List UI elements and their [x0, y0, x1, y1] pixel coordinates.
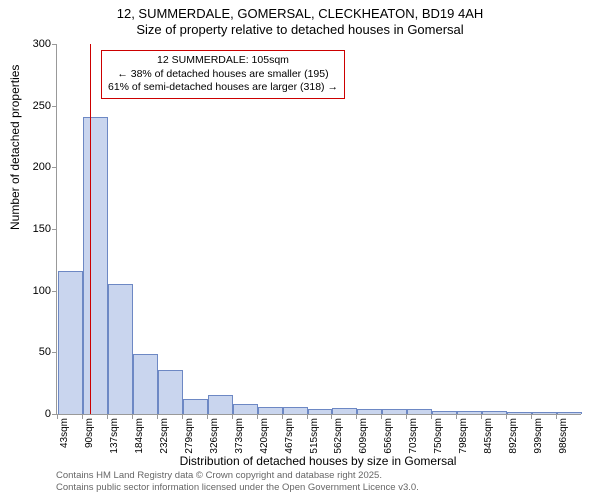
chart-container: 12, SUMMERDALE, GOMERSAL, CLECKHEATON, B…	[0, 0, 600, 500]
histogram-bar	[432, 411, 457, 414]
x-tick-mark	[182, 414, 183, 419]
histogram-bar	[457, 411, 482, 414]
y-tick-label: 300	[33, 38, 51, 50]
x-tick-mark	[531, 414, 532, 419]
x-tick-label: 939sqm	[533, 418, 544, 454]
x-tick-label: 703sqm	[408, 418, 419, 454]
annotation-line-1: 12 SUMMERDALE: 105sqm	[108, 54, 338, 68]
histogram-bar	[308, 409, 333, 414]
y-tick-mark	[52, 291, 57, 292]
x-tick-mark	[82, 414, 83, 419]
x-tick-mark	[282, 414, 283, 419]
footer-line-2: Contains public sector information licen…	[56, 482, 419, 493]
histogram-bar	[382, 409, 407, 414]
x-tick-label: 750sqm	[433, 418, 444, 454]
y-tick-label: 250	[33, 100, 51, 112]
x-tick-label: 562sqm	[333, 418, 344, 454]
histogram-bar	[108, 284, 133, 415]
histogram-bar	[83, 117, 108, 414]
x-tick-label: 467sqm	[284, 418, 295, 454]
x-tick-mark	[207, 414, 208, 419]
x-tick-label: 986sqm	[558, 418, 569, 454]
x-tick-label: 326sqm	[209, 418, 220, 454]
x-tick-mark	[406, 414, 407, 419]
x-tick-label: 373sqm	[234, 418, 245, 454]
histogram-bar	[283, 407, 308, 414]
x-tick-mark	[107, 414, 108, 419]
annotation-line-3: 61% of semi-detached houses are larger (…	[108, 81, 338, 95]
y-tick-mark	[52, 352, 57, 353]
histogram-bar	[233, 404, 258, 414]
y-tick-mark	[52, 44, 57, 45]
annotation-line-2: ← 38% of detached houses are smaller (19…	[108, 68, 338, 82]
title-line-1: 12, SUMMERDALE, GOMERSAL, CLECKHEATON, B…	[0, 6, 600, 21]
y-tick-mark	[52, 106, 57, 107]
x-tick-mark	[57, 414, 58, 419]
x-tick-label: 279sqm	[184, 418, 195, 454]
x-tick-label: 90sqm	[84, 418, 95, 448]
histogram-bar	[407, 409, 432, 414]
histogram-bar	[482, 411, 507, 414]
histogram-bar	[258, 407, 283, 414]
x-tick-label: 892sqm	[508, 418, 519, 454]
x-tick-label: 798sqm	[458, 418, 469, 454]
x-tick-mark	[157, 414, 158, 419]
x-tick-mark	[307, 414, 308, 419]
y-axis-label: Number of detached properties	[8, 65, 22, 230]
title-line-2: Size of property relative to detached ho…	[0, 22, 600, 37]
x-axis-label: Distribution of detached houses by size …	[56, 454, 580, 468]
histogram-bar	[158, 370, 183, 414]
plot-area: 05010015020025030043sqm90sqm137sqm184sqm…	[56, 44, 581, 415]
y-tick-label: 100	[33, 285, 51, 297]
x-tick-label: 184sqm	[134, 418, 145, 454]
histogram-bar	[557, 412, 582, 414]
x-tick-label: 43sqm	[59, 418, 70, 448]
x-tick-mark	[506, 414, 507, 419]
histogram-bar	[507, 412, 532, 414]
x-tick-label: 656sqm	[383, 418, 394, 454]
property-marker-line	[90, 44, 92, 414]
x-tick-label: 845sqm	[483, 418, 494, 454]
y-tick-mark	[52, 167, 57, 168]
x-tick-label: 137sqm	[109, 418, 120, 454]
x-tick-mark	[232, 414, 233, 419]
histogram-bar	[208, 395, 233, 415]
y-tick-label: 150	[33, 223, 51, 235]
y-tick-label: 0	[45, 408, 51, 420]
x-tick-mark	[356, 414, 357, 419]
x-tick-mark	[556, 414, 557, 419]
footer-line-1: Contains HM Land Registry data © Crown c…	[56, 470, 382, 481]
x-tick-mark	[331, 414, 332, 419]
x-tick-mark	[456, 414, 457, 419]
histogram-bar	[332, 408, 357, 414]
y-tick-label: 50	[39, 346, 51, 358]
x-tick-mark	[381, 414, 382, 419]
annotation-box: 12 SUMMERDALE: 105sqm← 38% of detached h…	[101, 50, 345, 99]
y-tick-mark	[52, 229, 57, 230]
x-tick-label: 609sqm	[358, 418, 369, 454]
x-tick-label: 420sqm	[259, 418, 270, 454]
histogram-bar	[58, 271, 83, 414]
histogram-bar	[357, 409, 382, 414]
histogram-bar	[532, 412, 557, 414]
x-tick-label: 232sqm	[159, 418, 170, 454]
histogram-bar	[133, 354, 158, 414]
x-tick-label: 515sqm	[309, 418, 320, 454]
x-tick-mark	[257, 414, 258, 419]
x-tick-mark	[431, 414, 432, 419]
y-tick-label: 200	[33, 161, 51, 173]
histogram-bar	[183, 399, 208, 414]
x-tick-mark	[132, 414, 133, 419]
x-tick-mark	[481, 414, 482, 419]
